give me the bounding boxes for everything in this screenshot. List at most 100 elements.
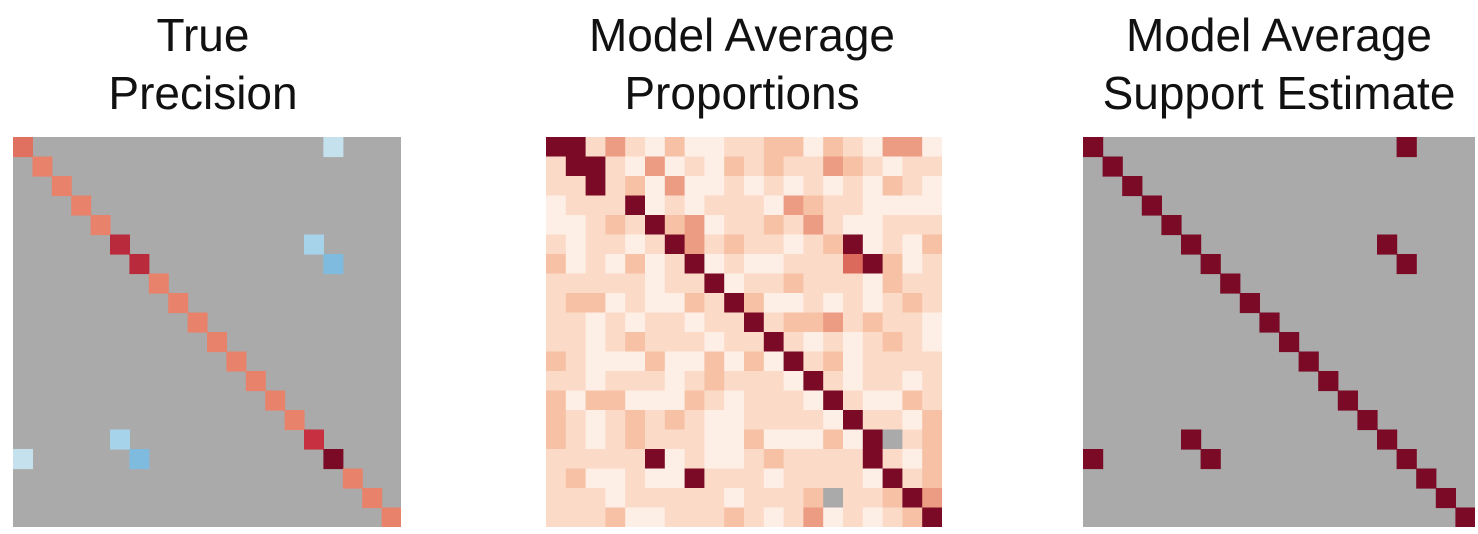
heatmap-cell (922, 156, 942, 177)
heatmap-cell (744, 488, 765, 509)
heatmap-cell (645, 312, 666, 333)
heatmap-cell (704, 195, 725, 216)
heatmap-cell (90, 215, 111, 236)
heatmap-cell (744, 234, 765, 255)
heatmap-cell (843, 137, 864, 158)
heatmap-cell (843, 410, 864, 431)
heatmap-cell (645, 156, 666, 177)
heatmap-cell (823, 488, 844, 509)
heatmap-cell (783, 429, 804, 450)
heatmap-cell (323, 137, 344, 158)
heatmap-cell (1200, 449, 1221, 470)
heatmap-cell (803, 390, 824, 411)
heatmap-cell (882, 468, 903, 489)
heatmap-cell (625, 488, 646, 509)
heatmap-cell (724, 215, 745, 236)
panel-title: Model Average Support Estimate (1083, 6, 1475, 122)
heatmap-cell (763, 312, 785, 333)
heatmap-cell (763, 293, 785, 314)
heatmap-cell (585, 507, 606, 527)
heatmap-cell (546, 429, 567, 450)
heatmap-cell (823, 273, 844, 294)
heatmap-cell (585, 332, 606, 353)
heatmap-cell (902, 371, 923, 392)
heatmap-cell (565, 137, 587, 158)
heatmap-cell (187, 312, 208, 333)
heatmap-cell (546, 156, 567, 177)
heatmap-cell (763, 234, 785, 255)
heatmap-cell (1181, 234, 1202, 255)
heatmap-cell (803, 273, 824, 294)
heatmap-cell (763, 351, 785, 372)
heatmap-cell (565, 215, 587, 236)
heatmap-cell (605, 390, 626, 411)
heatmap-cell (684, 332, 705, 353)
panel-title: Model Average Proportions (544, 6, 940, 122)
heatmap-cell (922, 234, 942, 255)
heatmap-cell (823, 507, 844, 527)
heatmap-cell (684, 195, 705, 216)
heatmap-cell (862, 507, 884, 527)
heatmap-cell (823, 215, 844, 236)
heatmap-cell (1396, 254, 1417, 275)
heatmap-cell (585, 410, 606, 431)
heatmap-cell (862, 468, 884, 489)
heatmap-cell (625, 176, 646, 197)
heatmap-cell (381, 507, 401, 527)
heatmap-cell (823, 449, 844, 470)
heatmap-cell (645, 371, 666, 392)
heatmap-cell (1259, 312, 1280, 333)
heatmap-cell (763, 332, 785, 353)
heatmap-cell (724, 410, 745, 431)
heatmap-cell (1239, 293, 1260, 314)
heatmap-cell (546, 273, 567, 294)
heatmap-cell (664, 468, 686, 489)
heatmap-cell (843, 254, 864, 275)
heatmap-cell (625, 351, 646, 372)
heatmap-cell (645, 137, 666, 158)
heatmap-cell (882, 429, 903, 450)
heatmap-cell (585, 488, 606, 509)
heatmap-cell (546, 351, 567, 372)
heatmap-cell (684, 156, 705, 177)
heatmap-cell (922, 488, 942, 509)
heatmap-cell (546, 176, 567, 197)
heatmap-cell (763, 156, 785, 177)
heatmap-cell (1377, 429, 1398, 450)
heatmap-cell (148, 273, 169, 294)
heatmap-cell (922, 176, 942, 197)
heatmap-cell (843, 195, 864, 216)
heatmap-cell (1083, 449, 1104, 470)
heatmap-cell (902, 449, 923, 470)
heatmap-cell (168, 293, 189, 314)
heatmap-cell (882, 312, 903, 333)
heatmap-cell (565, 332, 587, 353)
heatmap-cell (843, 429, 864, 450)
heatmap-cell (284, 410, 305, 431)
heatmap-cell (605, 332, 626, 353)
heatmap-cell (803, 254, 824, 275)
heatmap-cell (862, 488, 884, 509)
heatmap-cell (704, 449, 725, 470)
heatmap-cell (625, 215, 646, 236)
heatmap-cell (724, 195, 745, 216)
heatmap-cell (744, 429, 765, 450)
heatmap-cell (585, 176, 606, 197)
heatmap-cell (803, 410, 824, 431)
heatmap-cell (1181, 429, 1202, 450)
heatmap-cell (783, 273, 804, 294)
heatmap-cell (744, 332, 765, 353)
heatmap-cell (704, 429, 725, 450)
heatmap-cell (862, 254, 884, 275)
heatmap-cell (664, 488, 686, 509)
heatmap-cell (882, 449, 903, 470)
heatmap-cell (902, 312, 923, 333)
heatmap-cell (902, 234, 923, 255)
heatmap-cell (882, 351, 903, 372)
heatmap-cell (744, 468, 765, 489)
heatmap-cell (585, 293, 606, 314)
heatmap-cell (922, 195, 942, 216)
heatmap-cell (565, 449, 587, 470)
title-line-1: Model Average (1125, 9, 1433, 61)
heatmap-cell (605, 468, 626, 489)
